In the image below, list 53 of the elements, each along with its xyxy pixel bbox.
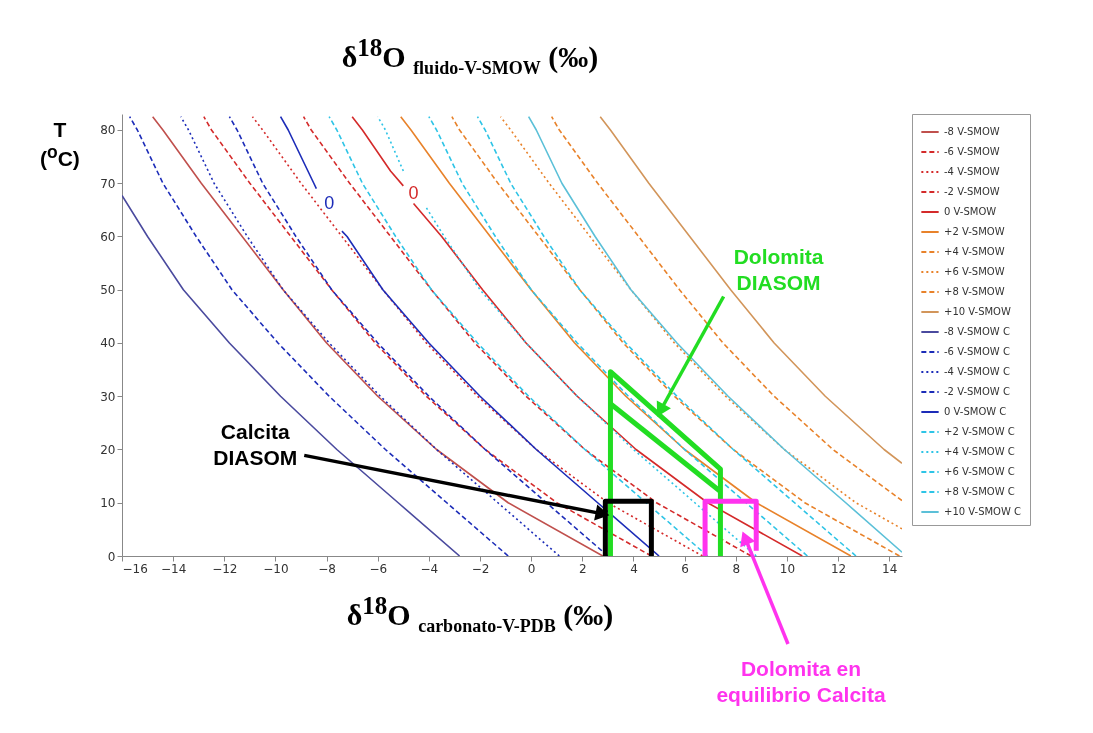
x-tick-label: −8	[318, 561, 336, 576]
annotation: Dolomita en equilibrio Calcita	[716, 657, 886, 707]
legend-label: -6 V-SMOW C	[944, 346, 1010, 357]
legend-label: +8 V-SMOW C	[944, 486, 1015, 497]
legend-label: 0 V-SMOW	[944, 206, 997, 217]
legend-label: +2 V-SMOW	[944, 226, 1005, 237]
legend-label: +4 V-SMOW	[944, 246, 1005, 257]
annotation: 0	[324, 192, 335, 213]
legend-label: +2 V-SMOW C	[944, 426, 1015, 437]
legend-label: -8 V-SMOW	[944, 126, 1000, 137]
chart-title: δ$^{18}$O $_{fluido-V-SMOW}$ (‰)	[340, 34, 600, 79]
legend-label: -8 V-SMOW C	[944, 326, 1010, 337]
annotation: Calcita DIASOM	[213, 420, 298, 470]
y-tick-label: 80	[100, 123, 116, 138]
legend-label: 0 V-SMOW C	[944, 406, 1007, 417]
x-tick-label: −12	[212, 561, 238, 576]
x-tick-label: 2	[579, 561, 587, 576]
x-tick-label: 0	[527, 561, 536, 576]
y-tick-label: 0	[107, 549, 116, 564]
legend-label: -4 V-SMOW	[944, 166, 1000, 177]
legend-label: +10 V-SMOW C	[944, 506, 1022, 517]
x-tick-label: 14	[882, 561, 898, 576]
x-tick-label: −2	[471, 561, 490, 576]
legend-label: +6 V-SMOW C	[944, 466, 1015, 477]
y-tick-label: 10	[100, 496, 116, 511]
x-tick-label: 12	[830, 561, 847, 576]
y-tick-label: 40	[100, 336, 116, 351]
legend-label: -2 V-SMOW C	[944, 386, 1010, 397]
legend-label: +8 V-SMOW	[944, 286, 1005, 297]
legend-label: +4 V-SMOW C	[944, 446, 1015, 457]
legend-label: -2 V-SMOW	[944, 186, 1000, 197]
x-tick-label: −14	[160, 561, 187, 576]
x-tick-label: 6	[681, 561, 689, 576]
x-tick-label: 10	[779, 561, 796, 576]
x-tick-label: 4	[630, 561, 638, 576]
x-tick-label: 8	[732, 561, 741, 576]
y-tick-label: 70	[100, 176, 116, 191]
x-tick-label: −16	[122, 561, 148, 576]
y-tick-label: 50	[100, 283, 116, 298]
legend-label: -6 V-SMOW	[944, 146, 1000, 157]
y-tick-label: 60	[100, 229, 116, 244]
x-tick-label: −10	[263, 561, 289, 576]
y-tick-label: 20	[100, 442, 116, 457]
y-tick-label: 30	[100, 389, 116, 404]
legend-label: +10 V-SMOW	[944, 306, 1011, 317]
legend-label: -4 V-SMOW C	[944, 366, 1010, 377]
x-tick-label: −4	[420, 561, 439, 576]
y-axis-title: T ($^{o}$C)	[40, 118, 80, 172]
annotation: Dolomita DIASOM	[733, 245, 824, 295]
legend-label: +6 V-SMOW	[944, 266, 1005, 277]
annotation: 0	[408, 183, 419, 204]
x-tick-label: −6	[369, 561, 388, 576]
x-axis-title: δ$^{18}$O $_{carbonato-V-PDB}$ (‰)	[345, 592, 615, 637]
